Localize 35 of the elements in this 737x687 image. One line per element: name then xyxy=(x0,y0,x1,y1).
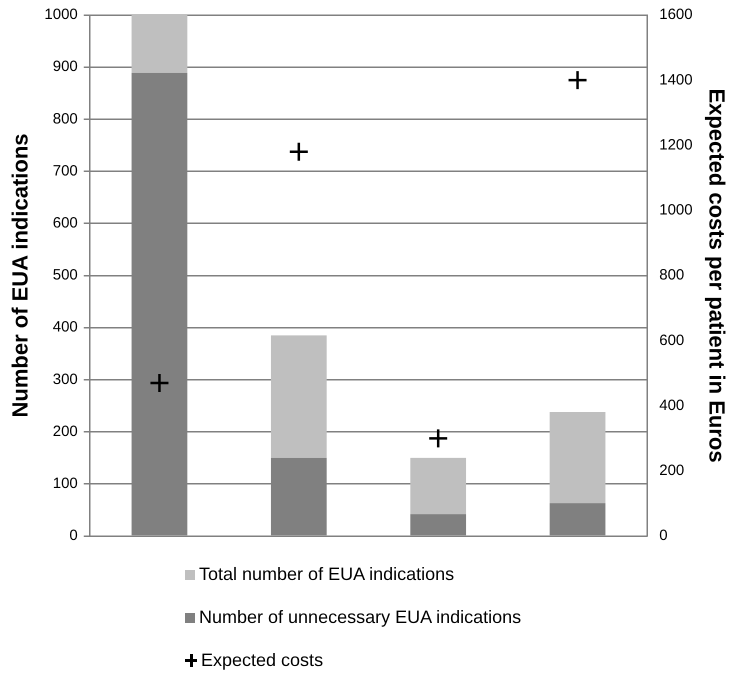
bar xyxy=(410,458,466,514)
point xyxy=(149,372,170,394)
y2-tick-label: 1600 xyxy=(659,6,693,24)
y-tick-label: 200 xyxy=(52,422,78,440)
y-tick-label: 400 xyxy=(52,318,78,336)
y-axis-title: Number of EUA indications xyxy=(7,134,32,418)
y-tick-label: 1000 xyxy=(44,6,78,24)
bar xyxy=(270,335,327,458)
y2-axis-title: Expected costs per patient in Euros xyxy=(704,88,730,463)
y-tick-label: 100 xyxy=(52,475,78,492)
point xyxy=(288,142,310,162)
y2-tick-label: 1400 xyxy=(659,71,693,88)
y2-tick-label: 1200 xyxy=(659,136,693,154)
y-tick-label: 500 xyxy=(52,266,78,284)
y2-tick-label: 200 xyxy=(659,462,684,480)
y2-tick-label: 0 xyxy=(659,527,668,544)
y2-tick-label: 800 xyxy=(659,266,684,284)
y-tick-label: 900 xyxy=(52,58,78,76)
bar xyxy=(132,15,188,73)
y2-tick-label: 1000 xyxy=(659,202,693,219)
bar xyxy=(410,514,466,536)
legend-label: Number of unnecessary EUA indications xyxy=(199,607,522,628)
legend-label: Expected costs xyxy=(201,650,324,671)
y-tick-label: 700 xyxy=(52,162,78,180)
y2-tick-label: 600 xyxy=(659,332,684,349)
y-tick-label: 600 xyxy=(52,214,78,232)
bar xyxy=(550,503,606,536)
y-tick-label: 800 xyxy=(52,110,78,128)
bar xyxy=(550,412,606,504)
point xyxy=(428,428,448,449)
point xyxy=(567,70,588,90)
legend-label: Total number of EUA indications xyxy=(199,564,454,585)
y-tick-label: 300 xyxy=(52,370,78,388)
y2-tick-label: 400 xyxy=(659,396,684,414)
y-tick-label: 0 xyxy=(69,527,78,544)
